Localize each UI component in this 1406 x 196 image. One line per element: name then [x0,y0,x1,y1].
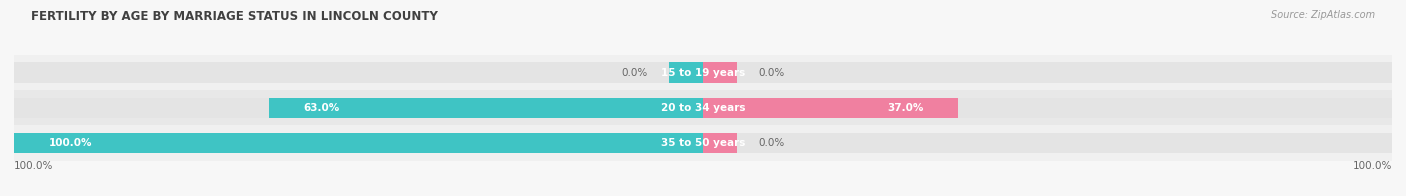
Bar [703,62,738,83]
Text: 63.0%: 63.0% [304,103,340,113]
Bar [14,55,1392,90]
Text: 15 to 19 years: 15 to 19 years [661,67,745,78]
Bar [269,98,703,118]
Bar [14,125,1392,161]
Text: 37.0%: 37.0% [887,103,924,113]
Text: 100.0%: 100.0% [14,161,53,171]
Bar [14,98,1392,118]
Bar [14,62,1392,83]
Text: 20 to 34 years: 20 to 34 years [661,103,745,113]
Bar [14,133,703,153]
Bar [703,133,738,153]
Text: FERTILITY BY AGE BY MARRIAGE STATUS IN LINCOLN COUNTY: FERTILITY BY AGE BY MARRIAGE STATUS IN L… [31,10,437,23]
Text: 35 to 50 years: 35 to 50 years [661,138,745,148]
Text: 0.0%: 0.0% [621,67,648,78]
Text: 0.0%: 0.0% [758,67,785,78]
Bar [669,62,703,83]
Bar [14,133,1392,153]
Text: 0.0%: 0.0% [758,138,785,148]
Bar [14,90,1392,125]
Text: 100.0%: 100.0% [1353,161,1392,171]
Bar [703,98,957,118]
Text: 100.0%: 100.0% [48,138,91,148]
Text: Source: ZipAtlas.com: Source: ZipAtlas.com [1271,10,1375,20]
